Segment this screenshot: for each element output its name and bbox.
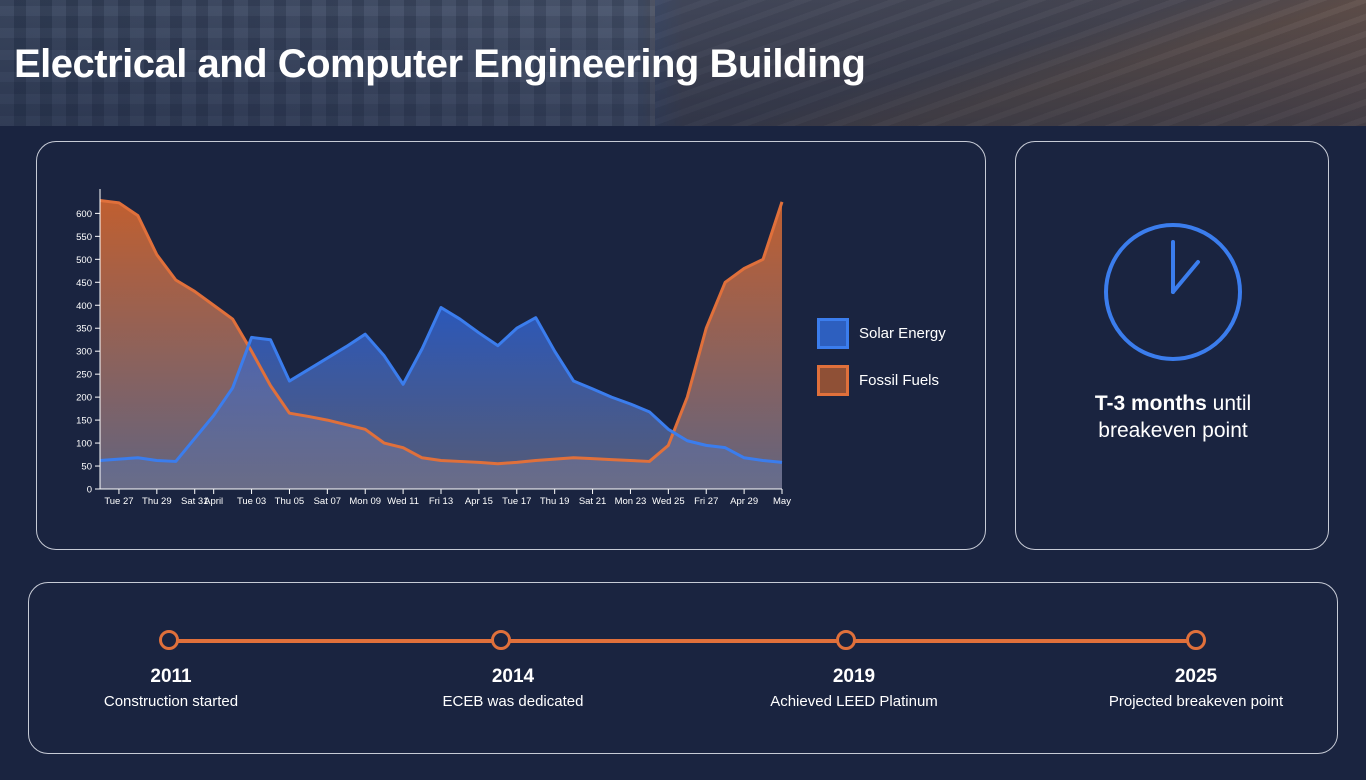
x-tick-label: Fri 27 <box>694 496 718 507</box>
timeline-year: 2019 <box>832 666 876 687</box>
timeline-node-2025 <box>1186 630 1206 650</box>
y-tick-label: 150 <box>76 416 92 427</box>
y-tick-label: 300 <box>76 347 92 358</box>
timeline-desc: ECEB was dedicated <box>442 693 584 710</box>
legend-item-solar: Solar Energy <box>817 316 946 350</box>
countdown-caption: breakeven point <box>1098 419 1248 442</box>
timeline-desc: Construction started <box>103 693 239 710</box>
countdown-suffix: until <box>1206 392 1252 415</box>
timeline-node-2011 <box>159 630 179 650</box>
y-tick-label: 400 <box>76 301 92 312</box>
x-tick-label: Apr 15 <box>465 496 493 507</box>
breakeven-timer-card: T-3 months until breakeven point <box>1015 141 1329 550</box>
timeline-year: 2025 <box>1174 666 1218 687</box>
timeline-node-2019 <box>836 630 856 650</box>
timeline-card: 2011 Construction started 2014 ECEB was … <box>28 582 1338 754</box>
y-tick-label: 50 <box>81 462 92 473</box>
x-tick-label: Wed 25 <box>652 496 685 507</box>
fossil-swatch <box>817 364 849 396</box>
header-banner: Electrical and Computer Engineering Buil… <box>0 0 1366 126</box>
y-tick-label: 600 <box>76 209 92 220</box>
x-tick-label: Thu 29 <box>142 496 172 507</box>
x-tick-label: April <box>204 496 223 507</box>
page-title: Electrical and Computer Engineering Buil… <box>14 42 866 86</box>
energy-chart-card: 0 50 100 150 200 250 300 350 400 450 500 550 600 Tue… <box>36 141 986 550</box>
x-tick-label: Sat 31 <box>181 496 208 507</box>
line-fossil <box>99 199 784 466</box>
y-tick-label: 450 <box>76 278 92 289</box>
timeline-line <box>169 639 1199 643</box>
area-solar <box>100 307 782 489</box>
timeline-desc: Achieved LEED Platinum <box>770 693 938 710</box>
x-tick-label: Sat 07 <box>314 496 341 507</box>
x-tick-label: Mon 23 <box>615 496 647 507</box>
header-shade <box>0 0 1366 126</box>
y-tick-label: 500 <box>76 255 92 266</box>
countdown-value: T-3 months <box>1094 392 1207 415</box>
legend-label-solar: Solar Energy <box>859 324 946 342</box>
timeline-node-2014 <box>491 630 511 650</box>
energy-area-chart: 0 50 100 150 200 250 300 350 400 450 500 550 600 Tue… <box>76 189 791 507</box>
timeline-desc: Projected breakeven point <box>1108 693 1284 710</box>
y-tick-label: 250 <box>76 370 92 381</box>
timeline-year: 2014 <box>491 666 535 687</box>
y-tick-label: 550 <box>76 232 92 243</box>
x-tick-label: Mon 09 <box>349 496 381 507</box>
clock-icon <box>1104 223 1242 361</box>
x-tick-label: Tue 17 <box>502 496 531 507</box>
x-tick-label: Tue 03 <box>237 496 266 507</box>
legend-item-fossil: Fossil Fuels <box>817 363 946 397</box>
y-tick-label: 200 <box>76 393 92 404</box>
x-tick-label: May <box>773 496 791 507</box>
y-tick-label: 0 <box>87 485 92 496</box>
x-tick-label: Apr 29 <box>730 496 758 507</box>
solar-swatch <box>817 317 849 349</box>
x-tick-label: Thu 05 <box>275 496 305 507</box>
x-tick-label: Tue 27 <box>104 496 133 507</box>
y-tick-label: 100 <box>76 439 92 450</box>
x-tick-label: Sat 21 <box>579 496 606 507</box>
legend-label-fossil: Fossil Fuels <box>859 371 940 389</box>
chart-legend: Solar Energy Fossil Fuels <box>817 316 946 410</box>
y-tick-label: 350 <box>76 324 92 335</box>
x-tick-label: Wed 11 <box>387 496 419 507</box>
timeline-year: 2011 <box>150 666 192 687</box>
breakeven-countdown: T-3 months until breakeven point <box>1016 390 1330 444</box>
x-tick-label: Fri 13 <box>429 496 453 507</box>
line-solar <box>99 306 783 464</box>
x-tick-label: Thu 19 <box>540 496 570 507</box>
